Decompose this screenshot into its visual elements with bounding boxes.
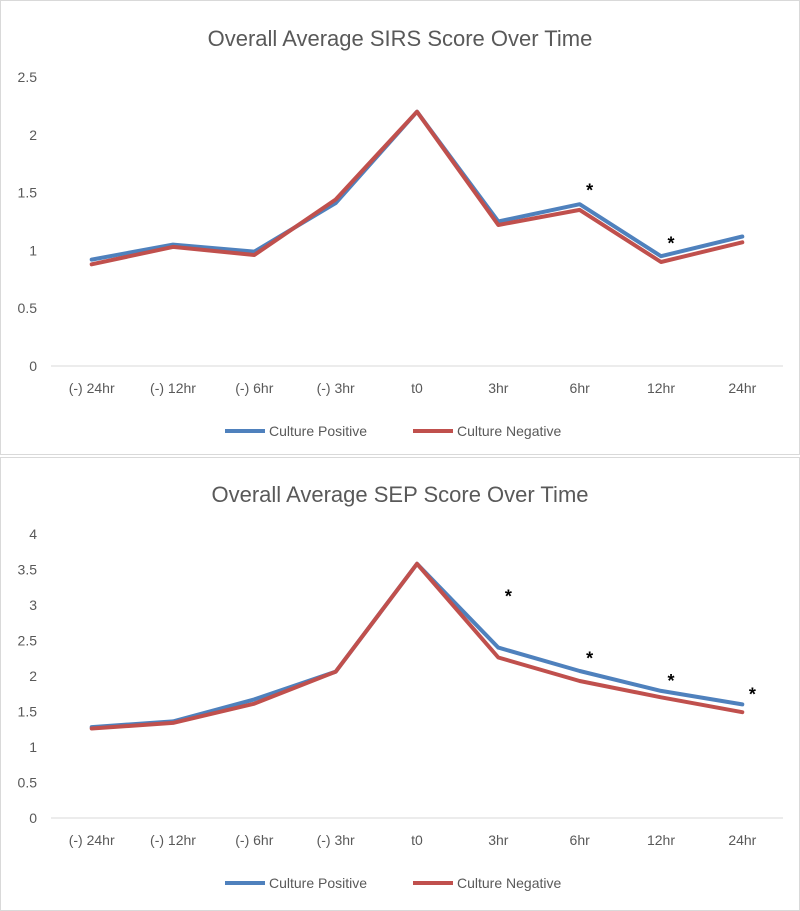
data-point bbox=[497, 224, 499, 226]
significance-marks: ** bbox=[586, 180, 674, 253]
x-tick-label: t0 bbox=[411, 832, 423, 848]
y-tick-label: 0 bbox=[29, 810, 37, 826]
data-point bbox=[91, 263, 93, 265]
y-tick-label: 2.5 bbox=[18, 633, 38, 649]
y-tick-label: 1 bbox=[29, 242, 37, 258]
y-axis-ticks: 0 0.5 1 1.5 2 2.5 3 3.5 4 bbox=[18, 526, 38, 826]
x-tick-label: (-) 12hr bbox=[150, 380, 196, 396]
sep-chart-panel: Overall Average SEP Score Over Time 0 0.5… bbox=[0, 457, 800, 911]
x-tick-label: (-) 3hr bbox=[317, 832, 355, 848]
x-tick-label: (-) 24hr bbox=[69, 380, 115, 396]
x-axis-ticks: (-) 24hr (-) 12hr (-) 6hr (-) 3hr t0 3hr 6hr 12… bbox=[69, 380, 757, 396]
series-line-culture-negative bbox=[89, 109, 745, 267]
data-point bbox=[579, 680, 581, 682]
x-tick-label: 24hr bbox=[728, 832, 756, 848]
data-point bbox=[253, 703, 255, 705]
y-tick-label: 0.5 bbox=[18, 775, 38, 791]
legend: Culture Positive Culture Negative bbox=[225, 423, 561, 439]
x-tick-label: 12hr bbox=[647, 380, 675, 396]
y-tick-label: 0.5 bbox=[18, 300, 38, 316]
data-point bbox=[741, 703, 743, 705]
series-line-culture-negative bbox=[89, 561, 745, 731]
data-point bbox=[335, 199, 337, 201]
y-tick-label: 3 bbox=[29, 597, 37, 613]
significance-asterisk: * bbox=[667, 233, 674, 253]
data-point bbox=[660, 696, 662, 698]
x-tick-label: 6hr bbox=[570, 832, 591, 848]
data-point bbox=[91, 728, 93, 730]
data-point bbox=[253, 251, 255, 253]
data-point bbox=[172, 246, 174, 248]
x-tick-label: 24hr bbox=[728, 380, 756, 396]
x-tick-label: 3hr bbox=[488, 380, 509, 396]
data-point bbox=[335, 202, 337, 204]
y-tick-label: 0 bbox=[29, 358, 37, 374]
data-point bbox=[497, 647, 499, 649]
data-point bbox=[741, 711, 743, 713]
chart-title: Overall Average SIRS Score Over Time bbox=[208, 26, 593, 51]
x-tick-label: 3hr bbox=[488, 832, 509, 848]
y-tick-label: 2 bbox=[29, 127, 37, 143]
sirs-chart-panel: Overall Average SIRS Score Over Time 0 0.… bbox=[0, 0, 800, 455]
legend-label-culture-positive: Culture Positive bbox=[269, 875, 367, 891]
data-point bbox=[660, 690, 662, 692]
data-point bbox=[416, 111, 418, 113]
significance-marks: * * * * bbox=[505, 586, 756, 704]
data-point bbox=[660, 261, 662, 263]
sirs-line-chart: Overall Average SIRS Score Over Time 0 0.… bbox=[18, 26, 783, 439]
y-tick-label: 1 bbox=[29, 739, 37, 755]
x-tick-label: (-) 24hr bbox=[69, 832, 115, 848]
legend-label-culture-positive: Culture Positive bbox=[269, 423, 367, 439]
x-tick-label: 12hr bbox=[647, 832, 675, 848]
x-tick-label: (-) 6hr bbox=[235, 380, 273, 396]
x-tick-label: t0 bbox=[411, 380, 423, 396]
significance-asterisk: * bbox=[505, 586, 512, 606]
data-point bbox=[579, 209, 581, 211]
y-tick-label: 1.5 bbox=[18, 185, 38, 201]
y-axis-ticks: 0 0.5 1 1.5 2 2.5 bbox=[18, 69, 38, 374]
y-tick-label: 3.5 bbox=[18, 562, 38, 578]
legend-label-culture-negative: Culture Negative bbox=[457, 875, 561, 891]
data-point bbox=[172, 244, 174, 246]
data-point bbox=[497, 657, 499, 659]
x-axis-ticks: (-) 24hr (-) 12hr (-) 6hr (-) 3hr t0 3hr 6hr 12… bbox=[69, 832, 757, 848]
series-lines bbox=[89, 109, 745, 267]
data-point bbox=[660, 255, 662, 257]
significance-asterisk: * bbox=[667, 671, 674, 691]
y-tick-label: 4 bbox=[29, 526, 37, 542]
y-tick-label: 1.5 bbox=[18, 704, 38, 720]
series-line-culture-positive bbox=[89, 561, 745, 730]
data-point bbox=[172, 722, 174, 724]
y-tick-label: 2 bbox=[29, 668, 37, 684]
data-point bbox=[253, 698, 255, 700]
legend: Culture Positive Culture Negative bbox=[225, 875, 561, 891]
data-point bbox=[91, 259, 93, 261]
x-tick-label: (-) 12hr bbox=[150, 832, 196, 848]
chart-title: Overall Average SEP Score Over Time bbox=[211, 482, 588, 507]
data-point bbox=[741, 241, 743, 243]
sep-line-chart: Overall Average SEP Score Over Time 0 0.5… bbox=[18, 482, 783, 891]
series-lines bbox=[89, 561, 745, 731]
data-point bbox=[579, 203, 581, 205]
data-point bbox=[253, 254, 255, 256]
x-tick-label: 6hr bbox=[570, 380, 591, 396]
x-tick-label: (-) 3hr bbox=[317, 380, 355, 396]
x-tick-label: (-) 6hr bbox=[235, 832, 273, 848]
significance-asterisk: * bbox=[586, 180, 593, 200]
y-tick-label: 2.5 bbox=[18, 69, 38, 85]
data-point bbox=[416, 563, 418, 565]
data-point bbox=[579, 670, 581, 672]
data-point bbox=[335, 671, 337, 673]
data-point bbox=[741, 236, 743, 238]
significance-asterisk: * bbox=[749, 684, 756, 704]
series-line-culture-positive bbox=[89, 109, 745, 262]
legend-label-culture-negative: Culture Negative bbox=[457, 423, 561, 439]
significance-asterisk: * bbox=[586, 648, 593, 668]
